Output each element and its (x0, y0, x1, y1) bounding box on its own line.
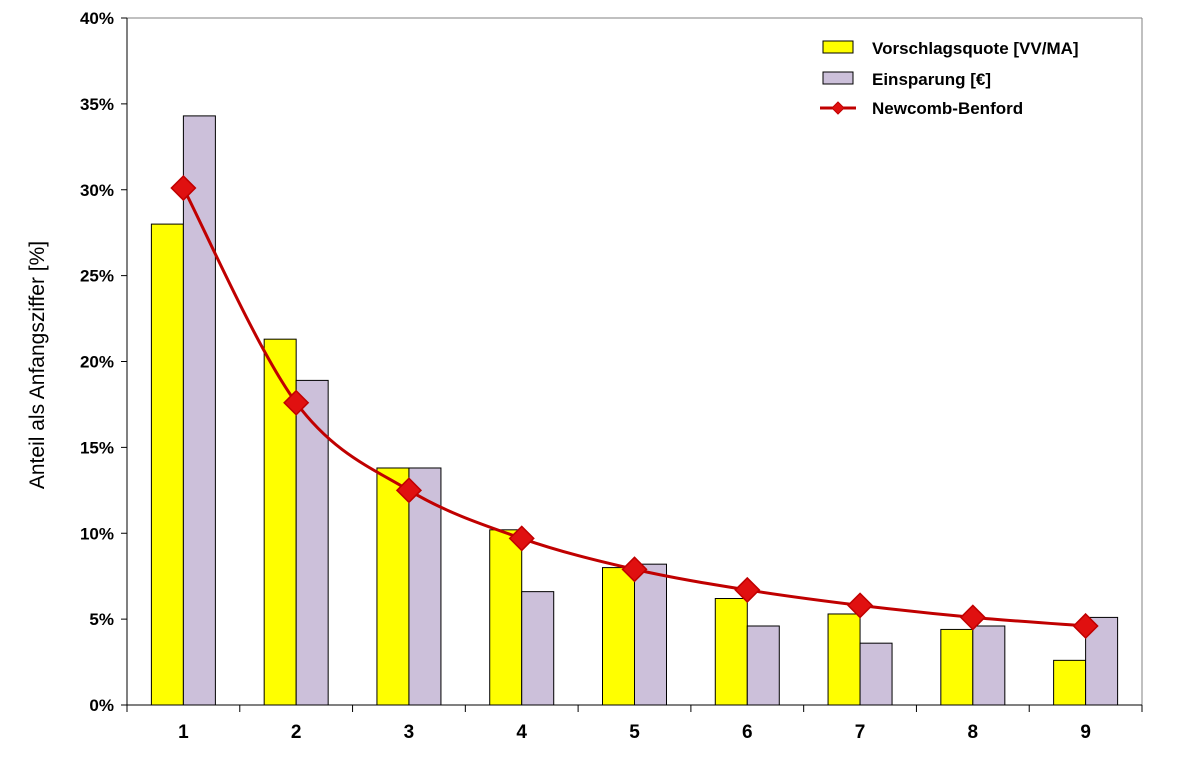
x-tick-label: 4 (516, 722, 527, 743)
y-tick-label: 40% (80, 9, 114, 28)
bar-vorschlagsquote (940, 628, 974, 706)
legend-swatch-vorschlagsquote (822, 40, 854, 54)
y-tick-label: 30% (80, 181, 114, 200)
marker-newcomb-benford (170, 174, 197, 202)
legend: Vorschlagsquote [VV/MA] Einsparung [€] N… (820, 39, 1079, 118)
x-tick-label: 5 (629, 722, 640, 743)
bar-vorschlagsquote (150, 223, 184, 706)
bar-vorschlagsquote (827, 613, 861, 706)
bar-vorschlagsquote (602, 567, 635, 706)
x-tick-label: 7 (855, 722, 866, 743)
y-tick-label: 5% (89, 610, 114, 629)
x-tick-label: 6 (742, 722, 753, 743)
marker-newcomb-benford (734, 576, 761, 603)
y-tick-label: 10% (80, 524, 114, 543)
bar-einsparung (182, 115, 216, 706)
x-tick-label: 9 (1080, 722, 1091, 743)
marker-newcomb-benford (621, 556, 648, 583)
bar-einsparung (408, 467, 442, 706)
marker-newcomb-benford (846, 592, 874, 619)
bar-vorschlagsquote (489, 529, 523, 706)
marker-newcomb-benford (959, 604, 986, 631)
y-tick-label: 25% (80, 267, 114, 286)
y-tick-label: 15% (80, 438, 114, 457)
bar-einsparung (634, 563, 667, 706)
x-tick-label: 2 (291, 722, 302, 743)
legend-label-newcomb-benford: Newcomb-Benford (872, 99, 1023, 118)
y-tick-label: 0% (89, 696, 114, 715)
y-axis-title: Anteil als Anfangsziffer [%] (26, 241, 49, 489)
bar-vorschlagsquote (714, 598, 748, 706)
bar-einsparung (521, 591, 555, 706)
bar-vorschlagsquote (376, 467, 410, 706)
legend-swatch-einsparung (822, 71, 854, 85)
x-tick-label: 8 (968, 722, 979, 743)
bar-einsparung (859, 642, 893, 706)
bar-einsparung (746, 625, 780, 706)
x-tick-label: 1 (178, 722, 189, 743)
marker-newcomb-benford (508, 525, 535, 552)
y-tick-label: 35% (80, 95, 114, 114)
legend-marker-newcomb-benford (831, 101, 845, 115)
bar-einsparung (972, 625, 1006, 706)
legend-label-einsparung: Einsparung [€] (872, 70, 991, 89)
marker-newcomb-benford (395, 477, 423, 504)
bar-einsparung (295, 379, 329, 706)
marker-newcomb-benford (283, 389, 310, 416)
bar-vorschlagsquote (1053, 659, 1087, 706)
x-tick-label: 3 (404, 722, 415, 743)
legend-label-vorschlagsquote: Vorschlagsquote [VV/MA] (872, 39, 1079, 58)
y-tick-label: 20% (80, 353, 114, 372)
marker-newcomb-benford (1072, 612, 1099, 640)
